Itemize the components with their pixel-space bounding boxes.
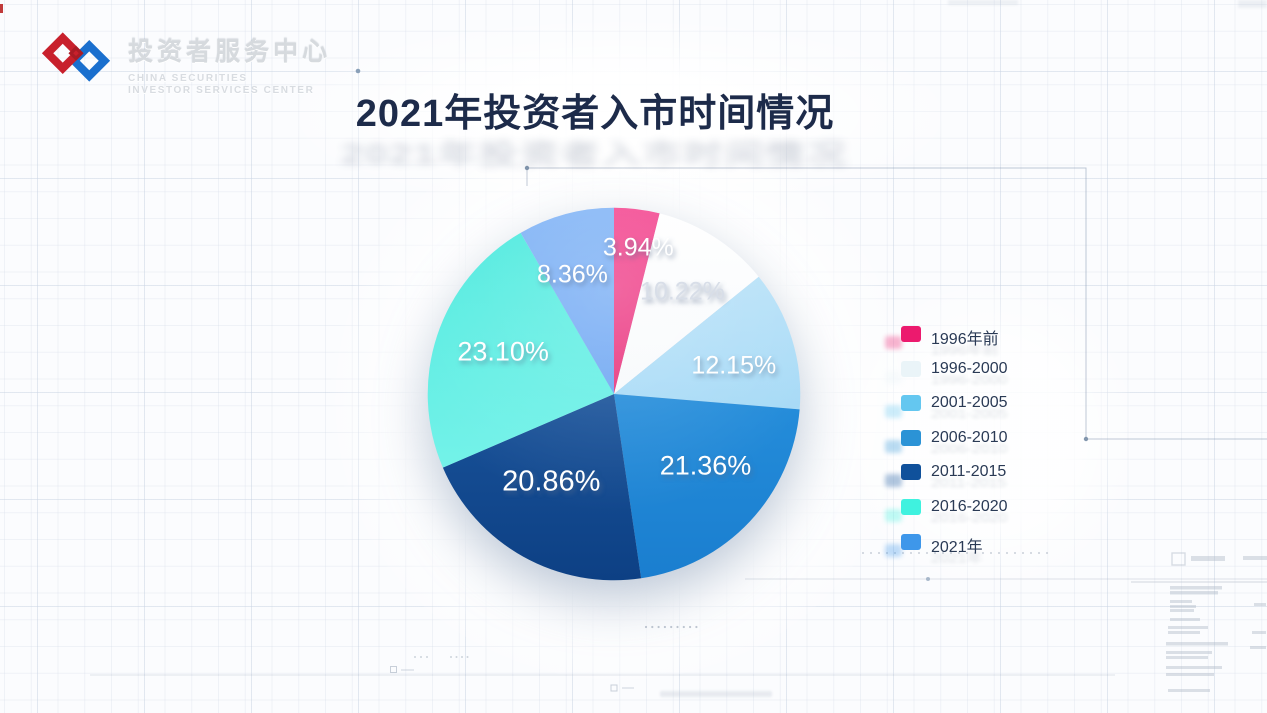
pie-labels: 3.94% 10.22% 12.15% 21.36% 20.86% 23.10% 8.36%	[424, 204, 804, 584]
spec-text-block	[1131, 552, 1267, 692]
pie-value-label: 10.22%	[640, 277, 725, 306]
legend-label: 2006-2010	[931, 428, 1008, 446]
legend-label-ghost: 2001-2005	[931, 407, 1008, 422]
legend-label-ghost: 1996-2000	[931, 373, 1008, 387]
legend-label: 2001-2005	[931, 394, 1008, 412]
legend-swatch	[901, 498, 921, 515]
page-title-ghost: 2021年投资者入市时间情况	[341, 139, 849, 171]
brand-name-en-line2: INVESTOR SERVICES CENTER	[128, 85, 315, 96]
legend-swatch	[901, 326, 921, 342]
pie-value-label: 20.86%	[502, 465, 601, 498]
legend-label: 2016-2020	[931, 497, 1008, 515]
spec-square-icon	[1171, 552, 1186, 566]
legend-swatch	[901, 360, 921, 377]
brand-logo: 投资者服务中心 CHINA SECURITIES INVESTOR SERVIC…	[40, 28, 331, 97]
legend-swatch-ghost	[885, 439, 902, 453]
pie-svg	[427, 207, 801, 581]
legend-swatch-ghost	[885, 336, 902, 349]
legend-swatch-ghost	[885, 474, 902, 488]
legend-label: 1996年前	[931, 331, 999, 348]
legend-label-ghost: 2011-2015	[931, 477, 1007, 491]
corner-red-tick	[0, 4, 3, 13]
top-edge-smudges	[948, 0, 1267, 8]
legend-label: 1996-2000	[931, 359, 1008, 377]
legend-label-ghost: 2021年	[931, 551, 983, 566]
legend-swatch	[901, 395, 921, 412]
legend-swatch-ghost	[885, 405, 902, 419]
brand-name-cn: 投资者服务中心	[128, 38, 332, 66]
legend-label-ghost: 2006-2010	[931, 442, 1008, 457]
legend-swatch-ghost	[885, 370, 902, 384]
legend-swatch-ghost	[885, 543, 902, 557]
legend-label: 2021年	[931, 538, 983, 556]
pie-value-label: 8.36%	[536, 260, 608, 289]
legend-swatch	[901, 533, 921, 550]
legend-swatch	[901, 429, 921, 446]
pie-value-label: 12.15%	[691, 351, 777, 380]
page-title: 2021年投资者入市时间情况	[355, 93, 835, 135]
legend-label: 2011-2015	[931, 463, 1007, 481]
pie-chart: 3.94% 10.22% 12.15% 21.36% 20.86% 23.10% 8.36%	[424, 204, 804, 584]
brand-name-en-line1: CHINA SECURITIES	[128, 73, 248, 84]
legend-swatch	[901, 464, 921, 481]
pie-value-label: 21.36%	[659, 450, 752, 481]
legend-swatch-ghost	[885, 508, 902, 522]
pie-value-label: 23.10%	[457, 336, 549, 367]
pie-value-label: 3.94%	[602, 233, 674, 262]
legend-label-ghost: 1996年前	[931, 344, 999, 358]
csisc-logo-icon	[41, 32, 111, 82]
legend-label-ghost: 2016-2020	[931, 511, 1008, 526]
pie-sheen	[427, 207, 801, 581]
